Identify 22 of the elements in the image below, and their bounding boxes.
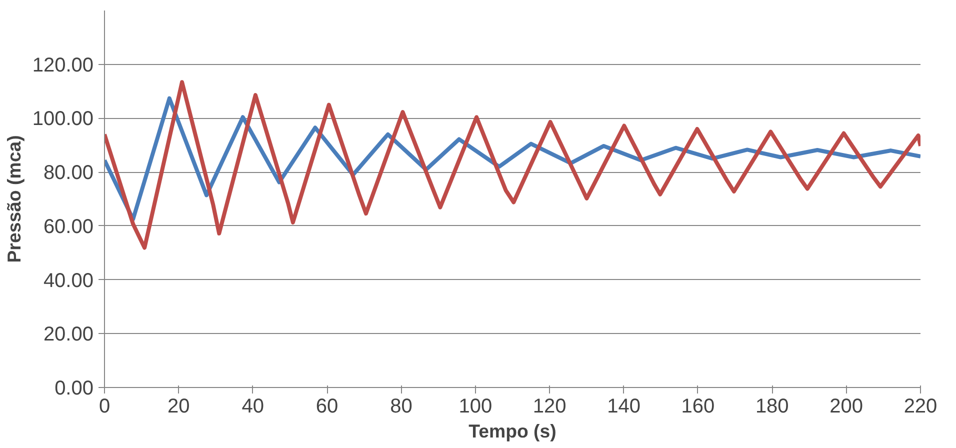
x-tick-label: 0 — [98, 396, 110, 418]
x-axis-title: Tempo (s) — [468, 420, 556, 442]
x-tick-label: 180 — [755, 396, 789, 418]
x-tick-label: 140 — [607, 396, 640, 418]
x-tick-label: 200 — [830, 396, 864, 418]
y-tick-label: 100.00 — [32, 108, 94, 130]
y-tick-label: 120.00 — [32, 54, 94, 76]
x-tick-label: 20 — [168, 396, 190, 418]
x-tick-label: 120 — [532, 396, 566, 418]
y-tick-label: 40.00 — [43, 270, 94, 292]
line-series — [104, 80, 920, 250]
x-tick-label: 80 — [390, 396, 412, 418]
x-tick-label: 220 — [904, 396, 938, 418]
y-axis-title: Pressão (mca) — [3, 135, 24, 263]
x-tick-label: 60 — [316, 396, 338, 418]
y-tick-label: 60.00 — [43, 216, 94, 238]
x-tick-label: 100 — [458, 396, 492, 418]
x-tick-label: 160 — [681, 396, 715, 418]
x-tick-label: 40 — [242, 396, 264, 418]
y-tick-label: 20.00 — [43, 324, 94, 346]
y-tick-label: 80.00 — [43, 162, 94, 184]
y-tick-label: 0.00 — [54, 378, 94, 400]
